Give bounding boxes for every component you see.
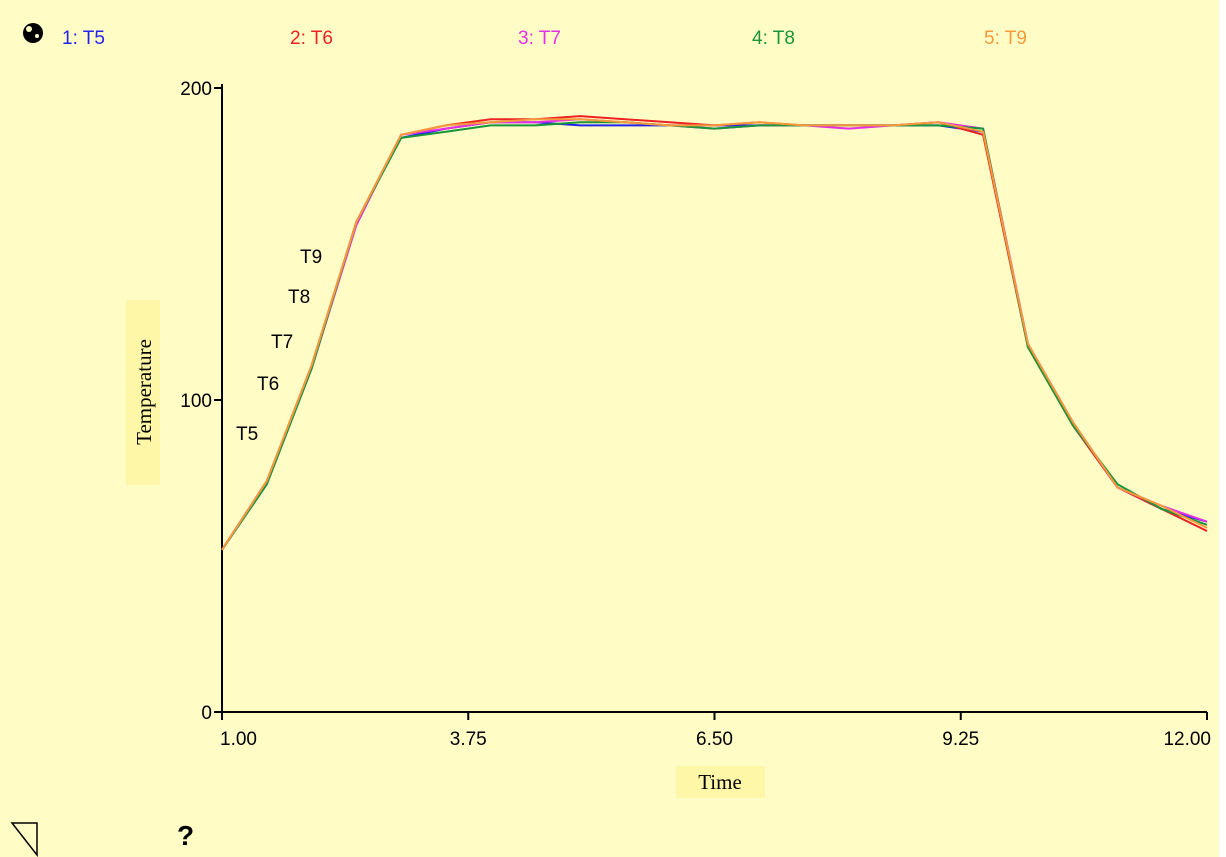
- legend-item-2: 2: T6: [290, 28, 333, 49]
- series-annotations: T5 T6 T7 T8 T9: [236, 247, 322, 445]
- annotation-t7: T7: [271, 332, 293, 353]
- series-lines: [221, 115, 1208, 551]
- x-tick-label: 9.25: [942, 729, 979, 750]
- y-axis-title-box: Temperature: [126, 300, 160, 485]
- x-ticks: 1.00 3.75 6.50 9.25 12.00: [220, 712, 1211, 750]
- series-line-t5: [221, 121, 1208, 551]
- graph-pad-icon[interactable]: [23, 23, 43, 43]
- annotation-t9: T9: [300, 247, 322, 268]
- x-axis-title: Time: [698, 770, 742, 794]
- y-tick-label: 0: [201, 703, 212, 724]
- annotation-t6: T6: [257, 374, 279, 395]
- x-tick-label: 6.50: [696, 729, 733, 750]
- series-line-t9: [221, 118, 1208, 551]
- y-axis-title: Temperature: [132, 339, 156, 445]
- x-tick-label: 1.00: [220, 729, 257, 750]
- legend-item-4: 4: T8: [752, 28, 795, 49]
- chart-legend: 1: T5 2: T6 3: T7 4: T8 5: T9: [62, 28, 1027, 49]
- x-tick-label: 12.00: [1163, 729, 1211, 750]
- legend-item-5: 5: T9: [984, 28, 1027, 49]
- help-button[interactable]: ?: [177, 820, 194, 851]
- x-tick-label: 3.75: [450, 729, 487, 750]
- legend-item-1: 1: T5: [62, 28, 105, 49]
- series-line-t7: [221, 118, 1208, 551]
- x-axis-title-box: Time: [676, 766, 765, 798]
- y-tick-label: 100: [180, 391, 212, 412]
- series-line-t8: [221, 121, 1208, 551]
- y-ticks: 0 100 200: [180, 79, 222, 724]
- series-line-t6: [221, 115, 1208, 551]
- legend-item-3: 3: T7: [518, 28, 561, 49]
- annotation-t8: T8: [288, 287, 310, 308]
- y-tick-label: 200: [180, 79, 212, 100]
- triangle-corner-icon[interactable]: [10, 822, 38, 857]
- annotation-t5: T5: [236, 424, 258, 445]
